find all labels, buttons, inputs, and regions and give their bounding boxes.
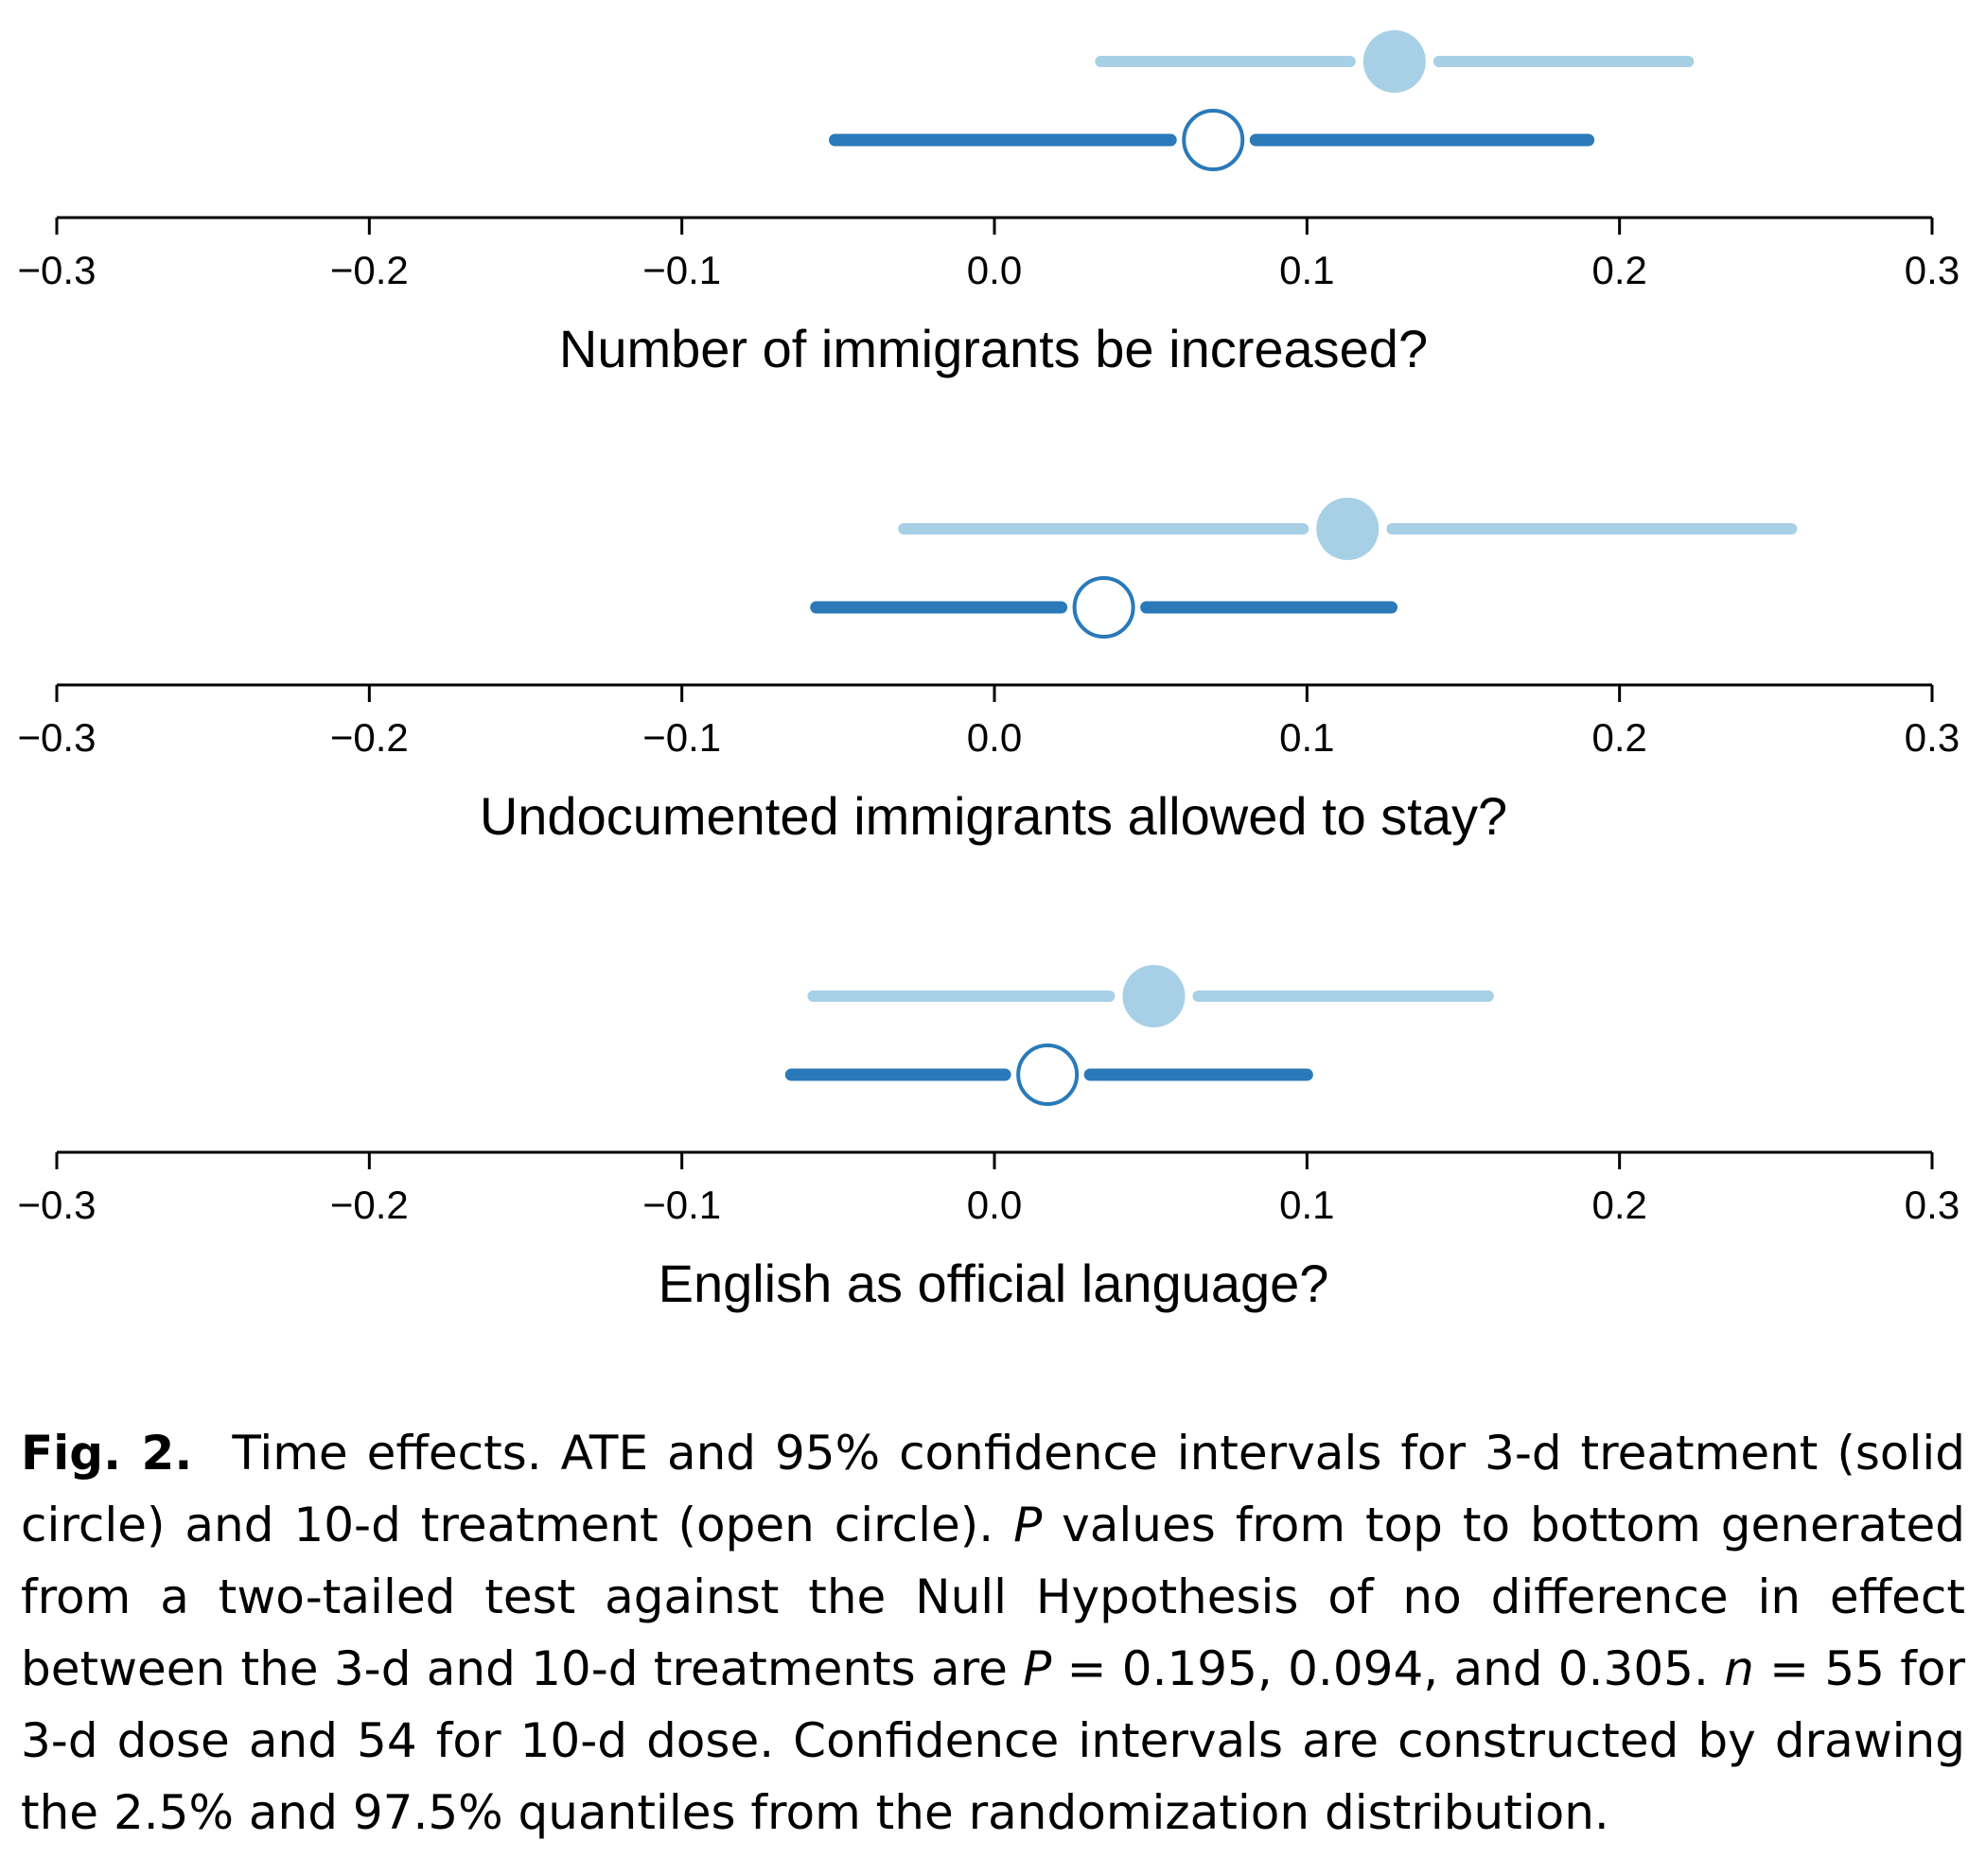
x-tick-label: 0.2 <box>1591 715 1646 760</box>
figure-label: Fig. 2. <box>21 1426 193 1481</box>
caption-text-1: Time effects. ATE and 95% confidence int… <box>21 1426 1965 1552</box>
estimate-point-open <box>1072 576 1135 639</box>
estimate-point-solid <box>1362 30 1426 93</box>
caption-text-3: = 0.195, 0.094, and 0.305. <box>1051 1641 1725 1696</box>
x-tick-label: −0.2 <box>330 1183 409 1227</box>
x-tick-label: 0.3 <box>1905 248 1960 292</box>
x-tick-label: 0.0 <box>967 248 1022 292</box>
x-tick-label: 0.0 <box>967 715 1022 760</box>
x-tick-label: −0.3 <box>18 1183 97 1227</box>
x-tick-label: −0.1 <box>642 1183 721 1227</box>
estimate-point-open <box>1016 1043 1080 1106</box>
x-axis-title: Undocumented immigrants allowed to stay? <box>480 786 1507 846</box>
estimate-point-solid <box>1316 498 1380 560</box>
x-tick-label: −0.2 <box>330 715 409 760</box>
x-tick-label: −0.3 <box>18 715 97 760</box>
x-tick-label: 0.2 <box>1591 248 1646 292</box>
x-tick-label: −0.2 <box>330 248 409 292</box>
x-axis-title: Number of immigrants be increased? <box>559 319 1428 378</box>
x-tick-label: 0.1 <box>1279 1183 1334 1227</box>
caption-text-4: = 55 for 3-d dose and 54 for 10-d dose. … <box>21 1641 1965 1840</box>
caption-p-symbol-2: P <box>1023 1641 1052 1696</box>
x-axis-title: English as official language? <box>659 1254 1329 1313</box>
caption-text-2: values from top to bottom generated from… <box>21 1498 1966 1696</box>
x-tick-label: 0.3 <box>1905 715 1960 760</box>
forest-plot-chart: −0.3 −0.2 −0.1 0.0 0.1 0.2 0.3 Number of immigr… <box>18 30 1960 1313</box>
x-tick-label: −0.1 <box>642 248 721 292</box>
caption-p-symbol: P <box>1013 1498 1043 1552</box>
estimate-point-open <box>1182 109 1245 171</box>
x-tick-label: 0.1 <box>1279 715 1334 760</box>
x-tick-label: −0.1 <box>642 715 721 760</box>
x-tick-label: 0.3 <box>1905 1183 1960 1227</box>
figure-caption: Fig. 2. Time effects. ATE and 95% confide… <box>21 1417 1965 1849</box>
x-tick-label: 0.0 <box>967 1183 1022 1227</box>
estimate-point-solid <box>1122 965 1186 1027</box>
x-tick-label: 0.2 <box>1591 1183 1646 1227</box>
x-tick-label: 0.1 <box>1279 248 1334 292</box>
x-tick-label: −0.3 <box>18 248 97 292</box>
caption-n-symbol: n <box>1724 1641 1754 1696</box>
